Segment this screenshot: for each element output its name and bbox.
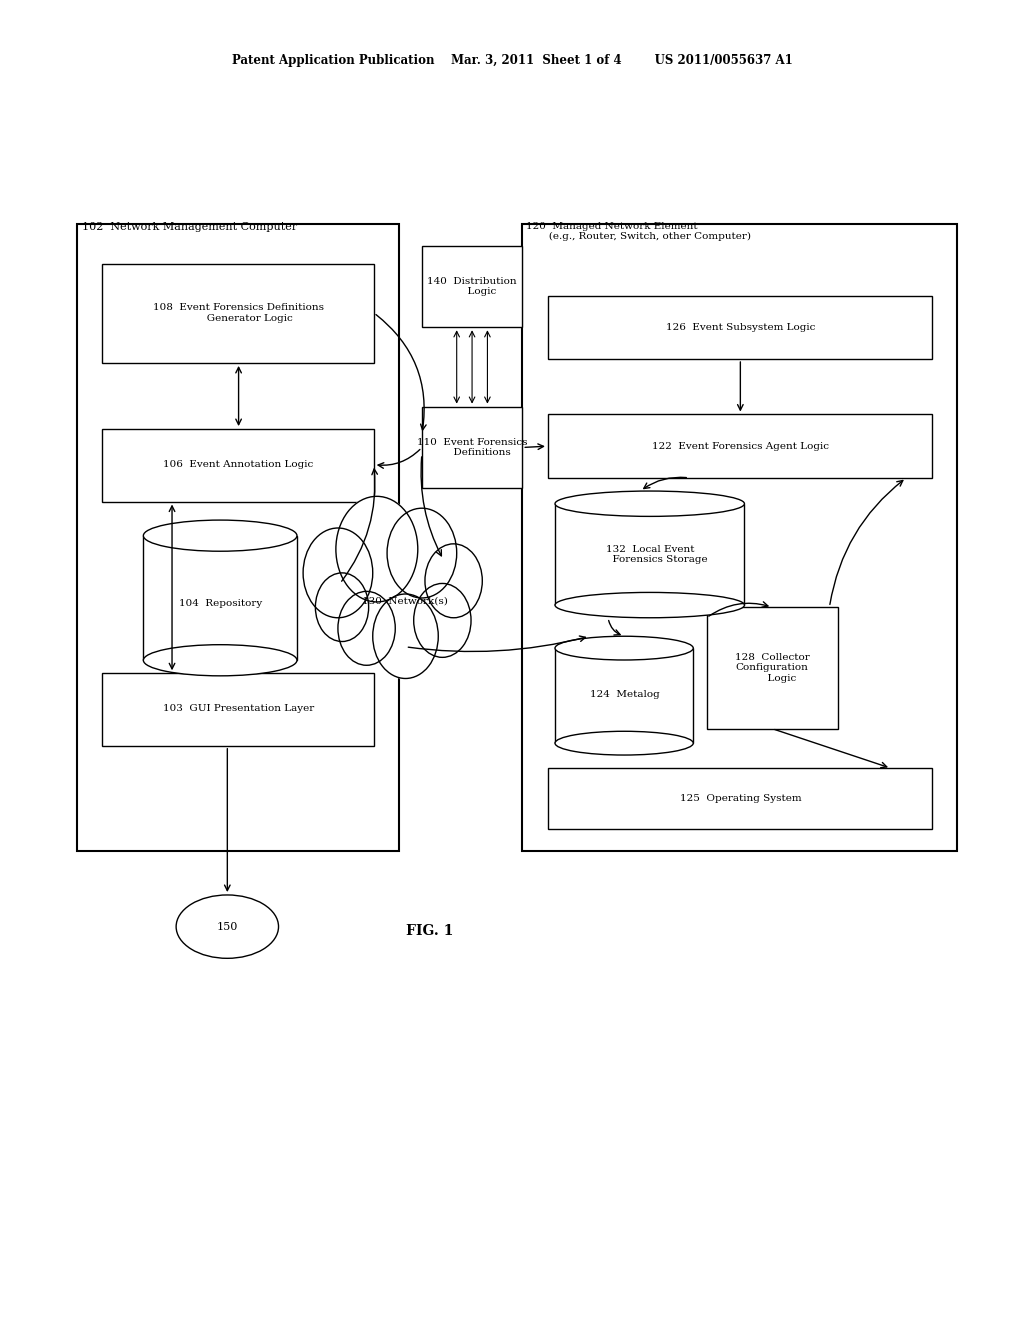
Text: 150: 150 [217, 921, 238, 932]
Bar [102, 264, 374, 363]
Text: 125  Operating System: 125 Operating System [680, 795, 801, 803]
Ellipse shape [176, 895, 279, 958]
Bar [548, 296, 932, 359]
Text: 102  Network Management Computer: 102 Network Management Computer [82, 222, 297, 232]
Text: 103  GUI Presentation Layer: 103 GUI Presentation Layer [163, 705, 314, 713]
Bar [555, 504, 744, 605]
Text: 106  Event Annotation Logic: 106 Event Annotation Logic [164, 461, 313, 469]
Bar [77, 224, 399, 851]
Ellipse shape [143, 644, 297, 676]
Ellipse shape [555, 731, 693, 755]
Bar [555, 648, 693, 743]
Text: 104  Repository: 104 Repository [178, 599, 262, 607]
Text: 130  Network(s): 130 Network(s) [361, 597, 447, 605]
Ellipse shape [555, 636, 693, 660]
Ellipse shape [555, 491, 744, 516]
Bar [548, 414, 932, 478]
Text: FIG. 1: FIG. 1 [407, 924, 454, 937]
Circle shape [387, 508, 457, 598]
Text: 120  Managed Network Element
       (e.g., Router, Switch, other Computer): 120 Managed Network Element (e.g., Route… [526, 222, 752, 242]
Circle shape [425, 544, 482, 618]
Bar [548, 768, 932, 829]
Bar [143, 536, 297, 660]
Text: 124  Metalog: 124 Metalog [590, 690, 659, 698]
Text: 132  Local Event
      Forensics Storage: 132 Local Event Forensics Storage [593, 545, 708, 564]
Bar [707, 607, 838, 729]
Text: 126  Event Subsystem Logic: 126 Event Subsystem Logic [666, 323, 815, 331]
Bar [522, 224, 957, 851]
Bar [422, 246, 522, 327]
Circle shape [338, 591, 395, 665]
Bar [102, 429, 374, 502]
Ellipse shape [555, 593, 744, 618]
Circle shape [303, 528, 373, 618]
Circle shape [373, 594, 438, 678]
Bar [102, 673, 374, 746]
Text: 140  Distribution
      Logic: 140 Distribution Logic [427, 277, 517, 296]
Circle shape [336, 496, 418, 602]
Text: 110  Event Forensics
      Definitions: 110 Event Forensics Definitions [417, 438, 527, 457]
Text: Patent Application Publication    Mar. 3, 2011  Sheet 1 of 4        US 2011/0055: Patent Application Publication Mar. 3, 2… [231, 54, 793, 67]
Circle shape [414, 583, 471, 657]
Ellipse shape [143, 520, 297, 552]
Text: 108  Event Forensics Definitions
       Generator Logic: 108 Event Forensics Definitions Generato… [154, 304, 324, 322]
Text: 122  Event Forensics Agent Logic: 122 Event Forensics Agent Logic [652, 442, 828, 450]
Text: 128  Collector
Configuration
      Logic: 128 Collector Configuration Logic [735, 653, 809, 682]
Bar [422, 407, 522, 488]
Circle shape [315, 573, 369, 642]
